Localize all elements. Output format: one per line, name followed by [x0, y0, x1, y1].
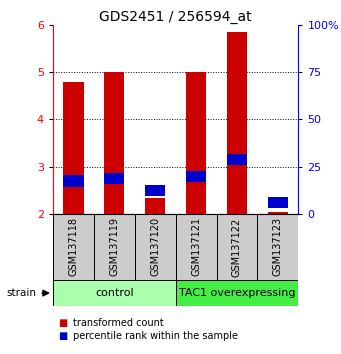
Text: GSM137119: GSM137119	[109, 217, 119, 276]
Bar	[53, 214, 94, 280]
Text: ■: ■	[58, 318, 67, 328]
Text: GSM137122: GSM137122	[232, 217, 242, 276]
Bar	[227, 154, 247, 165]
Text: GSM137120: GSM137120	[150, 217, 160, 276]
Bar	[53, 280, 176, 306]
Bar	[186, 72, 206, 214]
Bar	[104, 173, 124, 184]
Bar	[135, 214, 176, 280]
Bar	[227, 32, 247, 214]
Bar	[176, 214, 217, 280]
Text: control: control	[95, 288, 134, 298]
Bar	[104, 72, 124, 214]
Bar	[257, 214, 298, 280]
Text: GSM137123: GSM137123	[273, 217, 283, 276]
Text: percentile rank within the sample: percentile rank within the sample	[73, 331, 238, 341]
Text: GSM137121: GSM137121	[191, 217, 201, 276]
Bar	[268, 197, 288, 208]
Text: GSM137118: GSM137118	[68, 217, 78, 276]
Bar	[186, 171, 206, 182]
Bar	[176, 280, 298, 306]
Text: ■: ■	[58, 331, 67, 341]
Title: GDS2451 / 256594_at: GDS2451 / 256594_at	[99, 10, 252, 24]
Text: TAC1 overexpressing: TAC1 overexpressing	[179, 288, 295, 298]
Bar	[268, 212, 288, 214]
Bar	[94, 214, 135, 280]
Bar	[63, 81, 84, 214]
Bar	[63, 175, 84, 187]
Text: strain: strain	[7, 288, 37, 298]
Bar	[145, 198, 165, 214]
Bar	[145, 185, 165, 196]
Text: transformed count: transformed count	[73, 318, 164, 328]
Bar	[217, 214, 257, 280]
